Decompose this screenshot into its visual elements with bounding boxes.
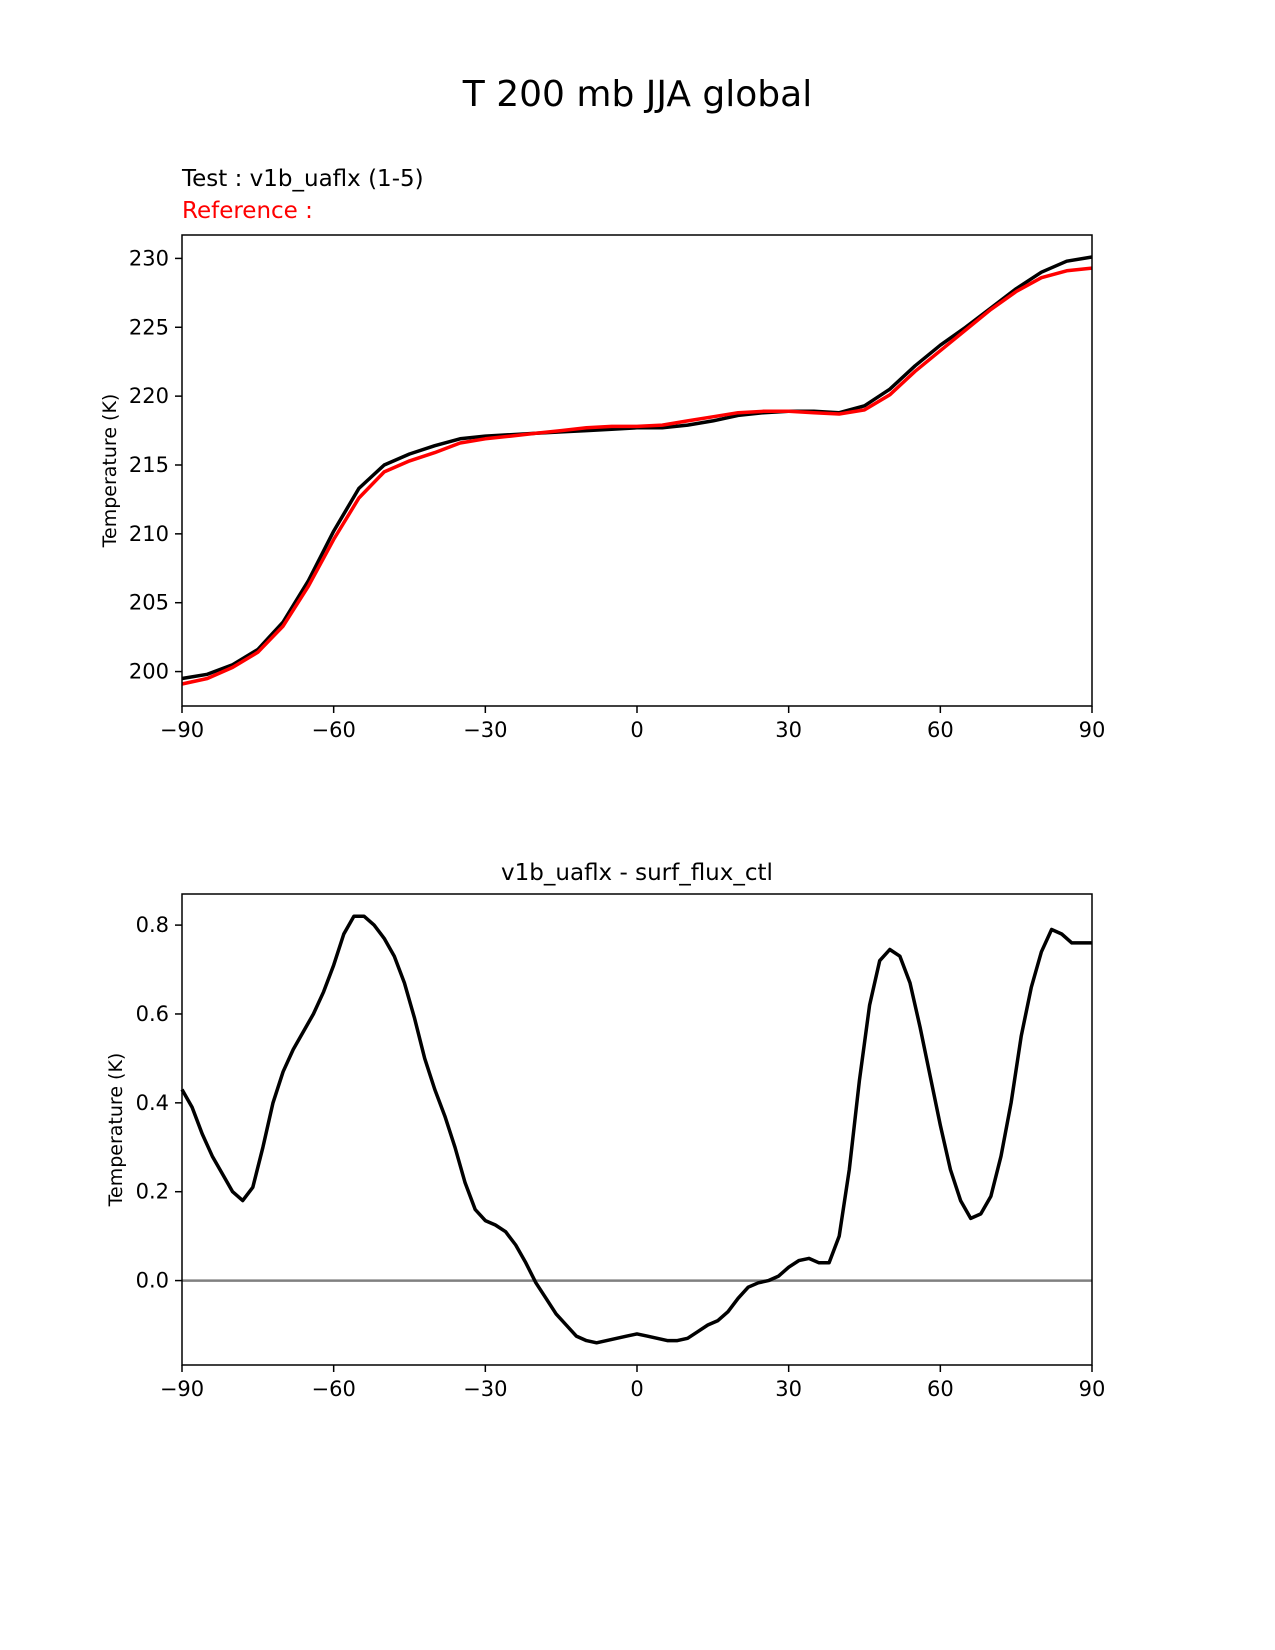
x-tick-label: −30 (463, 718, 507, 742)
x-tick-label: −90 (160, 1377, 204, 1401)
plot-frame (181, 893, 1093, 1366)
y-tick-label: 225 (129, 315, 169, 339)
x-tick-label: −60 (312, 718, 356, 742)
y-tick-label: 205 (129, 591, 169, 615)
x-tick-label: 90 (1079, 1377, 1106, 1401)
x-tick-label: 0 (630, 1377, 643, 1401)
x-tick-label: 60 (927, 1377, 954, 1401)
x-tick-label: 30 (775, 718, 802, 742)
difference-panel: −90 −60 −30 0 30 60 90 0.0 0.2 0.4 0.6 0.8 Temperatu… (105, 893, 1106, 1401)
zonal-mean-panel: −90 −60 −30 0 30 60 90 200 205 210 215 220 225 230 Tem… (99, 234, 1106, 742)
plot-frame (181, 234, 1093, 707)
y-tick-label: 220 (129, 384, 169, 408)
x-tick-label: 60 (927, 718, 954, 742)
figure-title: T 200 mb JJA global (462, 74, 813, 115)
y-tick-label: 0.4 (136, 1091, 169, 1115)
y-tick-label: 0.8 (136, 913, 169, 937)
y-tick-label: 215 (129, 453, 169, 477)
x-tick-label: −90 (160, 718, 204, 742)
y-axis-label: Temperature (K) (105, 1053, 127, 1208)
x-tick-label: 0 (630, 718, 643, 742)
diff-panel-title: v1b_uaflx - surf_flux_ctl (501, 860, 773, 886)
y-tick-label: 0.0 (136, 1269, 169, 1293)
x-tick-label: 90 (1079, 718, 1106, 742)
series-line-test (181, 255, 1093, 681)
x-tick-label: 30 (775, 1377, 802, 1401)
y-tick-label: 230 (129, 246, 169, 270)
reference-label: Reference : (182, 198, 313, 224)
series-line-test (180, 914, 1092, 1345)
y-axis-label: Temperature (K) (99, 394, 121, 549)
y-tick-label: 0.6 (136, 1002, 169, 1026)
y-tick-label: 0.2 (136, 1180, 169, 1204)
y-tick-label: 200 (129, 660, 169, 684)
test-label: Test : v1b_uaflx (1-5) (182, 166, 424, 192)
x-tick-label: −60 (312, 1377, 356, 1401)
series-line-reference (181, 266, 1093, 686)
y-tick-label: 210 (129, 522, 169, 546)
x-tick-label: −30 (463, 1377, 507, 1401)
